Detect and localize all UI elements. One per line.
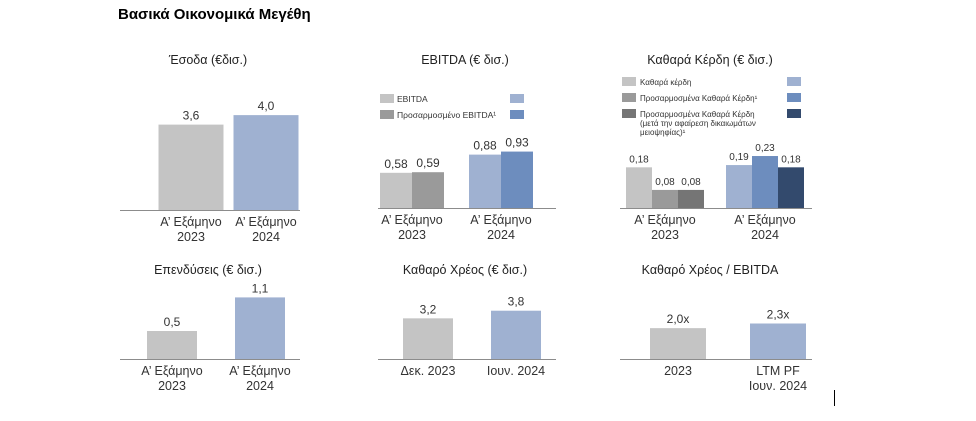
legend-swatch xyxy=(380,110,394,119)
bar xyxy=(778,167,804,208)
legend-swatch xyxy=(787,93,801,102)
chart-panel-4: Επενδύσεις (€ δισ.)0,5Α’ Εξάμηνο20231,1Α… xyxy=(120,263,300,393)
bar xyxy=(158,124,224,210)
data-label: 0,23 xyxy=(755,143,775,154)
data-label: 3,6 xyxy=(183,109,200,123)
tick-label: Δεκ. 2023 xyxy=(401,364,456,378)
data-label: 3,2 xyxy=(420,302,437,316)
bar xyxy=(412,172,444,208)
tick-label: Α’ Εξάμηνο xyxy=(734,213,795,227)
legend-swatch xyxy=(622,93,636,102)
tick-label: 2023 xyxy=(158,379,186,393)
data-label: 1,1 xyxy=(252,281,269,295)
tick-label: Ιουν. 2024 xyxy=(749,379,807,393)
legend-label: Προσαρμοσμένο EBITDA¹ xyxy=(397,110,496,120)
legend-swatch xyxy=(787,109,801,118)
chart-title: Επενδύσεις (€ δισ.) xyxy=(154,263,262,277)
data-label: 2,3x xyxy=(767,308,790,322)
bar xyxy=(626,167,652,208)
data-label: 4,0 xyxy=(258,99,275,113)
legend-swatch xyxy=(510,94,524,103)
text-cursor xyxy=(834,390,835,406)
bar xyxy=(491,310,541,359)
bar xyxy=(233,115,299,210)
bar xyxy=(752,156,778,208)
bar xyxy=(147,331,197,359)
bar xyxy=(678,189,704,208)
bar xyxy=(469,154,501,208)
page-title: Βασικά Οικονομικά Μεγέθη xyxy=(118,6,311,23)
data-label: 0,5 xyxy=(164,315,181,329)
tick-label: 2023 xyxy=(651,228,679,242)
data-label: 0,88 xyxy=(473,139,497,153)
data-label: 0,58 xyxy=(384,157,408,171)
legend-swatch xyxy=(622,109,636,118)
chart-title: EBITDA (€ δισ.) xyxy=(421,53,509,67)
legend-label: Προσαρμοσμένα Καθαρά Κέρδη¹ xyxy=(640,94,758,103)
tick-label: Ιουν. 2024 xyxy=(487,364,545,378)
bar xyxy=(650,328,706,359)
chart-panel-3: Καθαρά Κέρδη (€ δισ.) 0,18 0,08 0,08 Α’ Εξάμ… xyxy=(620,53,812,242)
tick-label: 2024 xyxy=(252,230,280,244)
tick-label: Α’ Εξάμηνο xyxy=(381,213,442,227)
data-label: 0,08 xyxy=(655,177,675,188)
tick-label: 2023 xyxy=(664,364,692,378)
tick-label: Α’ Εξάμηνο xyxy=(634,213,695,227)
data-label: 0,18 xyxy=(781,154,801,165)
legend-swatch xyxy=(622,77,636,86)
legend-swatch xyxy=(510,110,524,119)
legend-label: Προσαρμοσμένα Καθαρά Κέρδη (μετά την αφαί… xyxy=(640,110,756,137)
chart-title: Καθαρό Χρέος (€ δισ.) xyxy=(403,263,527,277)
bar xyxy=(501,151,533,208)
tick-label: Α’ Εξάμηνο xyxy=(235,215,296,229)
legend-swatch xyxy=(380,94,394,103)
bar xyxy=(652,189,678,208)
tick-label: 2023 xyxy=(398,228,426,242)
tick-label: 2023 xyxy=(177,230,205,244)
chart-title: Καθαρά Κέρδη (€ δισ.) xyxy=(647,53,772,67)
tick-label: Α’ Εξάμηνο xyxy=(141,364,202,378)
data-label: 0,19 xyxy=(729,152,749,163)
chart-panel-5: Καθαρό Χρέος (€ δισ.) 3,2 Δεκ. 2023 3,8 Ιουν… xyxy=(378,263,556,378)
tick-label: 2024 xyxy=(751,228,779,242)
chart-panel-2: EBITDA (€ δισ.)0,58 0,59Α’ Εξάμηνο20230,8… xyxy=(378,53,556,242)
bar xyxy=(380,172,412,208)
tick-label: Α’ Εξάμηνο xyxy=(470,213,531,227)
bar xyxy=(750,323,806,359)
legend-swatch xyxy=(787,77,801,86)
data-label: 0,59 xyxy=(416,156,440,170)
bar xyxy=(235,297,285,359)
chart-title: Έσοδα (€δισ.) xyxy=(168,53,247,67)
tick-label: LTM PF xyxy=(756,364,800,378)
chart-panel-6: Καθαρό Χρέος / EBITDA 2,0x 2023 2,3x LTM PFΙ… xyxy=(620,263,812,393)
legend-label: Καθαρά κέρδη xyxy=(640,78,691,87)
bar xyxy=(403,318,453,359)
data-label: 0,18 xyxy=(629,154,649,165)
chart-title: Καθαρό Χρέος / EBITDA xyxy=(642,263,779,277)
data-label: 0,08 xyxy=(681,177,701,188)
tick-label: Α’ Εξάμηνο xyxy=(229,364,290,378)
bar xyxy=(726,165,752,208)
tick-label: 2024 xyxy=(246,379,274,393)
data-label: 2,0x xyxy=(667,312,690,326)
data-label: 0,93 xyxy=(505,136,529,150)
data-label: 3,8 xyxy=(508,295,525,309)
legend-label: EBITDA xyxy=(397,94,428,104)
tick-label: 2024 xyxy=(487,228,515,242)
tick-label: Α’ Εξάμηνο xyxy=(160,215,221,229)
